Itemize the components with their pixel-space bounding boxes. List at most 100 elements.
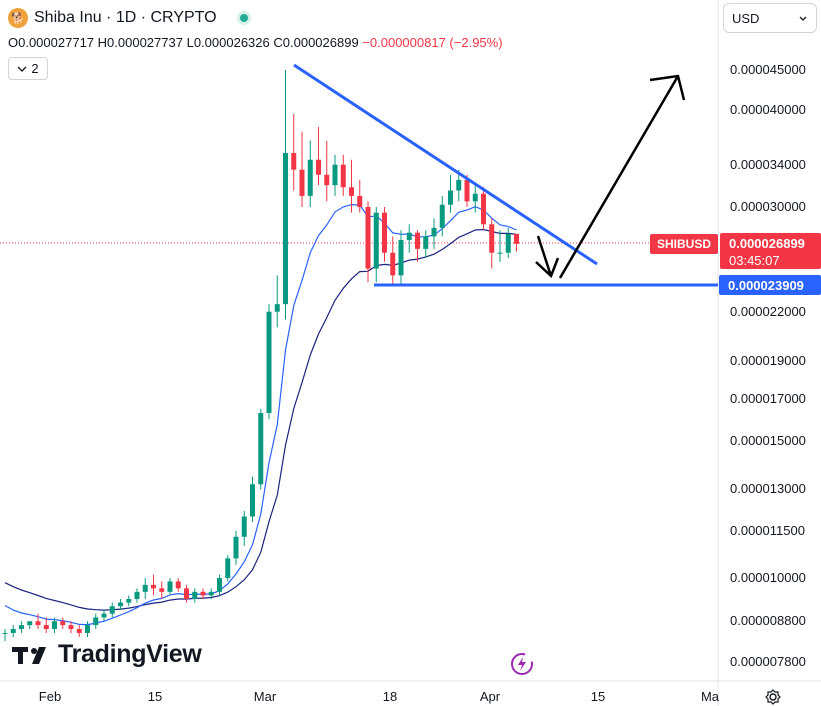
candle-body: [167, 581, 173, 592]
candle-body: [349, 187, 354, 196]
candle-body: [266, 311, 272, 414]
candle-body: [514, 233, 519, 244]
candle-body: [68, 625, 74, 630]
market-status-icon[interactable]: [236, 11, 251, 25]
candle-body: [159, 588, 165, 592]
last-price-tag: 0.000026899 03:45:07: [720, 233, 821, 269]
ohlc-low: L0.000026326: [186, 35, 270, 50]
candle-body: [101, 613, 107, 618]
candle-body: [472, 193, 478, 202]
candle-body: [35, 621, 41, 626]
tradingview-wordmark: TradingView: [58, 640, 202, 668]
flash-icon[interactable]: [509, 651, 535, 677]
candle-body: [200, 591, 206, 596]
y-tick-label-1: 0.000040000: [730, 101, 806, 117]
candle-body: [448, 190, 453, 205]
x-tick-label-3: 18: [382, 689, 398, 704]
candle-body: [109, 606, 115, 614]
candle-body: [192, 591, 198, 599]
candle-body: [390, 252, 396, 276]
chevron-down-icon: [17, 66, 27, 72]
x-tick-label-5: 15: [590, 689, 606, 704]
candle-body: [2, 632, 8, 634]
indicators-toggle-button[interactable]: 2: [8, 57, 48, 80]
candle-body: [52, 621, 57, 630]
candle-body: [126, 598, 132, 603]
ma-slow-line: [4, 228, 517, 611]
bar-countdown: 03:45:07: [729, 253, 780, 268]
symbol-title[interactable]: Shiba Inu · 1D · CRYPTO: [34, 9, 217, 26]
symbol-price-label: SHIBUSD: [650, 234, 718, 254]
candle-body: [382, 212, 387, 253]
y-tick-label-9: 0.000011500: [730, 522, 805, 538]
x-tick-label-4: Apr: [479, 689, 501, 704]
candle-body: [118, 602, 123, 607]
candle-body: [373, 212, 379, 269]
up-arrow-drawing[interactable]: [558, 74, 686, 279]
descending-trendline[interactable]: [293, 63, 598, 266]
candle-body: [142, 584, 148, 592]
candle-body: [415, 232, 420, 249]
candle-body: [357, 195, 363, 207]
candle-body: [505, 233, 511, 253]
ohlc-close: C0.000026899: [273, 35, 359, 50]
candles-group: [2, 70, 519, 642]
x-tick-label-2: Mar: [253, 689, 277, 704]
y-tick-label-5: 0.000019000: [730, 353, 806, 369]
ohlc-high: H0.000027737: [97, 35, 183, 50]
candle-body: [10, 629, 16, 633]
candle-body: [497, 252, 503, 254]
y-tick-label-3: 0.000030000: [730, 198, 806, 214]
y-tick-label-7: 0.000015000: [730, 433, 806, 449]
y-tick-label-4: 0.000022000: [730, 303, 806, 319]
y-tick-label-6: 0.000017000: [730, 390, 806, 406]
candle-body: [299, 169, 305, 196]
currency-value: USD: [732, 10, 760, 26]
candle-body: [151, 584, 156, 589]
candle-body: [93, 617, 99, 626]
candle-body: [184, 588, 189, 599]
candle-body: [233, 536, 239, 559]
y-tick-label-0: 0.000045000: [730, 62, 806, 77]
tradingview-logo[interactable]: TradingView: [12, 640, 202, 669]
currency-select[interactable]: USD: [723, 3, 817, 33]
candle-body: [340, 164, 346, 188]
candle-body: [481, 193, 486, 225]
y-tick-label-2: 0.000034000: [730, 156, 806, 172]
candle-body: [332, 164, 338, 186]
candle-body: [175, 581, 181, 589]
candle-body: [19, 625, 24, 630]
candle-body: [217, 578, 222, 592]
y-tick-label-8: 0.000013000: [730, 481, 806, 497]
candle-body: [85, 625, 90, 633]
candle-body: [456, 179, 462, 191]
candle-body: [283, 152, 288, 305]
candle-body: [250, 484, 255, 517]
candle-body: [208, 591, 214, 596]
last-price-value: 0.000026899: [729, 236, 805, 251]
candle-body: [274, 304, 280, 312]
candle-body: [324, 174, 330, 186]
candle-body: [439, 204, 445, 228]
support-level-tag: 0.000023909: [719, 275, 821, 295]
candle-body: [291, 152, 297, 170]
ohlc-open: O0.000027717: [8, 35, 95, 50]
candle-body: [76, 629, 82, 633]
symbol-header[interactable]: 🐕 Shiba Inu · 1D · CRYPTO: [8, 6, 251, 30]
candle-body: [316, 159, 321, 175]
candle-body: [27, 621, 33, 626]
candle-body: [307, 159, 313, 196]
candle-body: [225, 558, 231, 579]
tradingview-mark-icon: [12, 646, 46, 664]
down-arrow-drawing[interactable]: [535, 235, 560, 279]
x-tick-label-6: Ma: [700, 689, 720, 704]
gear-icon[interactable]: [764, 688, 782, 706]
candle-body: [60, 621, 66, 626]
candle-body: [365, 206, 371, 269]
candle-body: [406, 232, 412, 241]
candle-body: [464, 179, 470, 202]
candle-body: [431, 227, 437, 237]
x-tick-label-0: Feb: [38, 689, 62, 704]
y-tick-label-12: 0.000007800: [730, 654, 806, 669]
